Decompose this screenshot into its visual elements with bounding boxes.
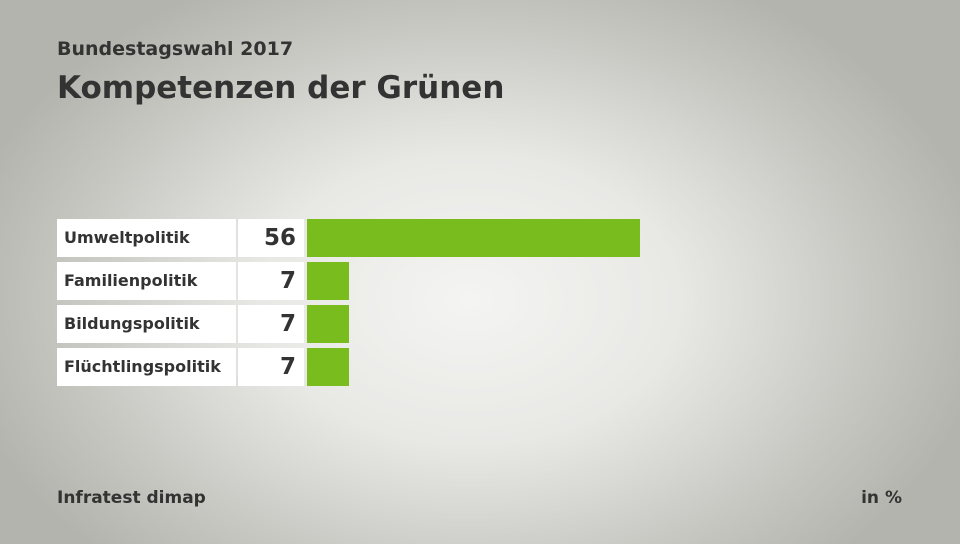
chart-title: Kompetenzen der Grünen: [57, 70, 505, 106]
bar: [307, 219, 640, 257]
bar: [307, 305, 349, 343]
unit-label: in %: [861, 488, 902, 508]
value-label: 7: [238, 305, 304, 343]
chart-subtitle: Bundestagswahl 2017: [57, 38, 294, 60]
value-label: 7: [238, 348, 304, 386]
category-label: Flüchtlingspolitik: [57, 348, 236, 386]
value-label: 7: [238, 262, 304, 300]
source-label: Infratest dimap: [57, 488, 206, 508]
category-label: Familienpolitik: [57, 262, 236, 300]
value-label: 56: [238, 219, 304, 257]
category-label: Umweltpolitik: [57, 219, 236, 257]
bar: [307, 348, 349, 386]
category-label: Bildungspolitik: [57, 305, 236, 343]
bar: [307, 262, 349, 300]
